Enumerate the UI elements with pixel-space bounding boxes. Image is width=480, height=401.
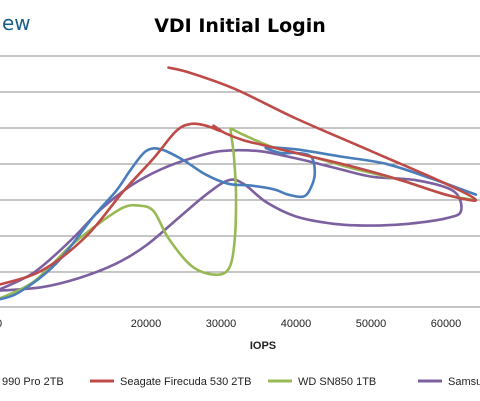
series-line-2 <box>0 127 478 300</box>
x-tick-label: 20000 <box>131 318 162 330</box>
x-tick-label: 0 <box>0 318 2 330</box>
series-line-1 <box>0 66 478 286</box>
x-tick-label: 60000 <box>431 318 462 330</box>
x-tick-label: 30000 <box>206 318 237 330</box>
series-line-0 <box>0 146 478 301</box>
x-axis-ticks: 20000 30000 40000 50000 60000 0 <box>0 318 461 330</box>
series-layer <box>0 66 478 301</box>
chart-title: VDI Initial Login <box>154 15 326 37</box>
legend: 990 Pro 2TB Seagate Firecuda 530 2TB WD SN… <box>2 376 480 388</box>
legend-label: Samsung <box>448 376 480 388</box>
x-tick-label: 40000 <box>281 318 312 330</box>
legend-label: 990 Pro 2TB <box>2 376 64 388</box>
legend-label: Seagate Firecuda 530 2TB <box>120 376 251 388</box>
series-line-3 <box>0 148 463 292</box>
x-axis-title: IOPS <box>250 340 276 352</box>
logo-text: ew <box>2 11 31 35</box>
x-tick-label: 50000 <box>356 318 387 330</box>
legend-label: WD SN850 1TB <box>298 376 376 388</box>
